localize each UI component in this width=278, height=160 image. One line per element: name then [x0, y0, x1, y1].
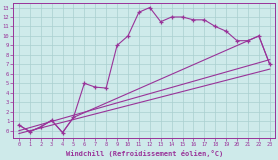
X-axis label: Windchill (Refroidissement éolien,°C): Windchill (Refroidissement éolien,°C) [66, 150, 223, 157]
